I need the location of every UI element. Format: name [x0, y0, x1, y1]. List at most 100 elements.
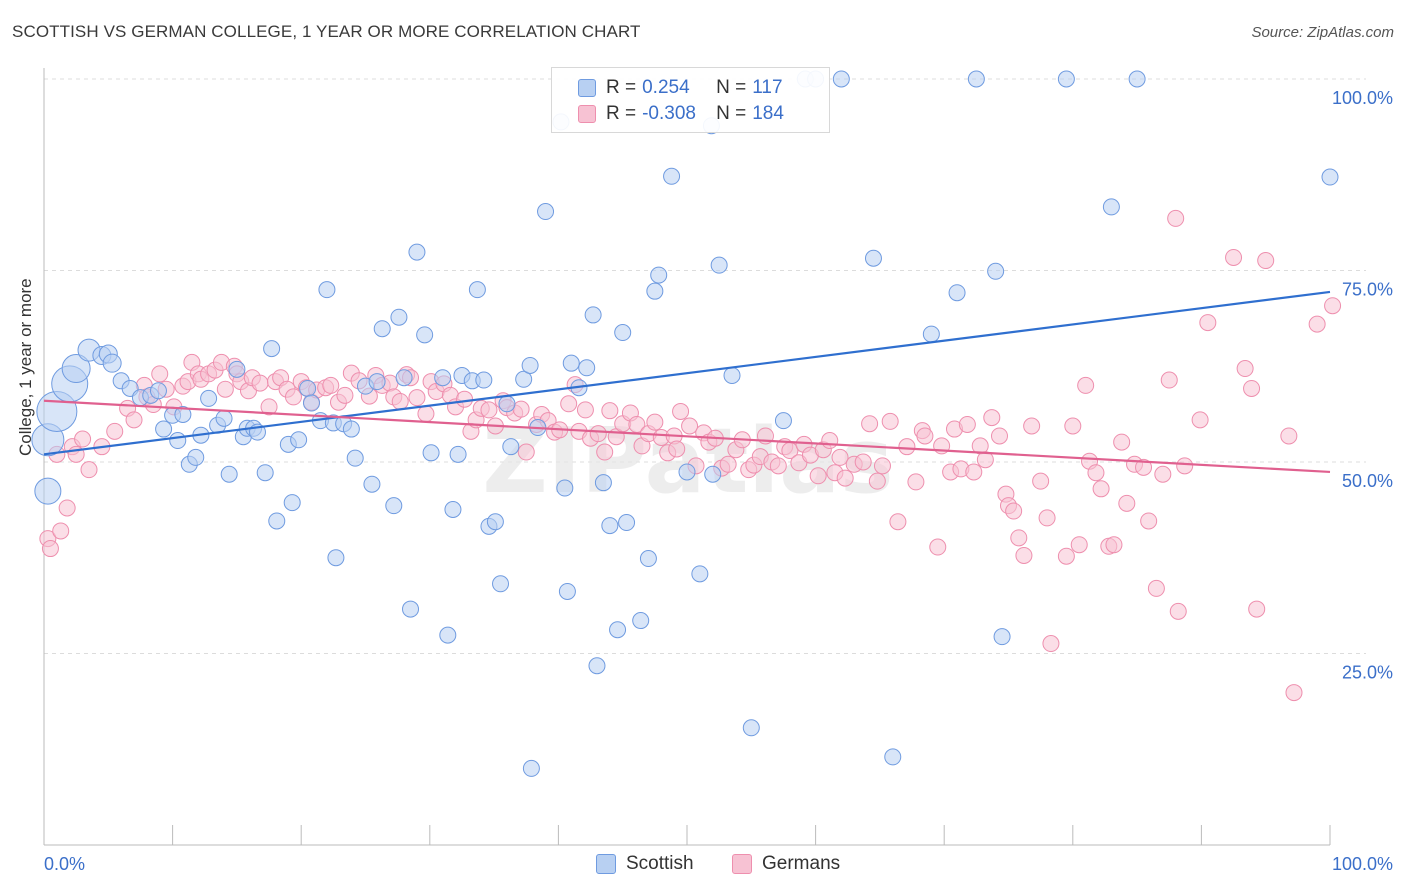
scottish-point-32: [268, 512, 286, 530]
germans-point-124: [831, 448, 849, 466]
y-tick-label-75: 75.0%: [1342, 280, 1393, 300]
germans-point-142: [958, 415, 976, 433]
x-tick-label-min: 0.0%: [44, 854, 85, 874]
germans-point-44: [322, 376, 340, 394]
germans-point-175: [1169, 602, 1187, 620]
germans-point-176: [1176, 457, 1194, 475]
scottish-point-59: [449, 445, 467, 463]
bottom-scottish-label: Scottish: [626, 853, 694, 874]
scottish-point-102: [832, 70, 850, 88]
y-axis-label: College, 1 year or more: [16, 278, 35, 456]
germans-point-185: [1285, 684, 1303, 702]
scottish-point-39: [318, 281, 336, 299]
scottish-swatch: [578, 79, 596, 97]
germans-trend-line: [43, 399, 1331, 474]
germans-point-151: [1010, 529, 1028, 547]
bottom-legend-germans: Germans: [732, 852, 840, 876]
scottish-point-91: [663, 167, 681, 185]
germans-swatch: [578, 105, 596, 123]
germans-point-145: [976, 451, 994, 469]
scottish-point-31: [263, 340, 281, 358]
bottom-scottish-swatch: [596, 854, 616, 874]
germans-point-87: [601, 402, 619, 420]
scottish-point-47: [368, 373, 386, 391]
germans-point-83: [576, 401, 594, 419]
germans-point-33: [251, 374, 269, 392]
germans-point-165: [1105, 536, 1123, 554]
germans-point-46: [336, 386, 354, 404]
germans-point-132: [889, 513, 907, 531]
germans-point-171: [1147, 579, 1165, 597]
scottish-point-84: [609, 621, 627, 639]
germans-point-12: [125, 411, 143, 429]
scottish-point-73: [537, 203, 555, 221]
germans-point-1: [41, 540, 59, 558]
germans-point-156: [1042, 635, 1060, 653]
germans-r-label: R =: [606, 103, 637, 124]
scottish-point-57: [439, 626, 457, 644]
scottish-point-83: [601, 517, 619, 535]
scottish-point-112: [1128, 70, 1146, 88]
x-tick-label-max: 100.0%: [1332, 854, 1393, 874]
germans-point-177: [1191, 411, 1209, 429]
germans-point-184: [1280, 427, 1298, 445]
scottish-point-80: [584, 306, 602, 324]
y-tick-label-50: 50.0%: [1342, 471, 1393, 491]
germans-point-38: [284, 388, 302, 406]
scottish-point-107: [967, 70, 985, 88]
germans-point-80: [560, 395, 578, 413]
germans-point-34: [260, 398, 278, 416]
scottish-point-95: [704, 465, 722, 483]
scottish-point-79: [578, 359, 596, 377]
germans-point-163: [1092, 480, 1110, 498]
scottish-point-50: [390, 308, 408, 326]
germans-point-27: [216, 380, 234, 398]
germans-point-182: [1248, 600, 1266, 618]
legend-row-germans: R = -0.308 N = 184: [578, 102, 826, 126]
germans-point-16: [151, 365, 169, 383]
germans-point-147: [990, 427, 1008, 445]
germans-point-85: [589, 425, 607, 443]
germans-point-100: [681, 417, 699, 435]
scottish-point-56: [434, 369, 452, 387]
scottish-n-value: 117: [752, 77, 783, 98]
germans-point-73: [512, 400, 530, 418]
source-label: Source: ZipAtlas.com: [1251, 24, 1394, 41]
scottish-point-92: [678, 463, 696, 481]
germans-point-8: [80, 461, 98, 479]
scottish-point-97: [723, 366, 741, 384]
germans-point-64: [456, 390, 474, 408]
germans-point-170: [1140, 512, 1158, 530]
germans-point-179: [1225, 248, 1243, 266]
scottish-point-105: [922, 325, 940, 343]
germans-point-129: [868, 472, 886, 490]
germans-point-10: [106, 422, 124, 440]
germans-point-174: [1167, 209, 1185, 227]
scottish-point-30: [256, 464, 274, 482]
germans-point-180: [1236, 360, 1254, 378]
germans-point-3: [52, 522, 70, 540]
scottish-point-54: [416, 326, 434, 344]
stats-legend: R = 0.254 N = 117 R = -0.308 N = 184: [551, 67, 830, 133]
scottish-point-53: [408, 243, 426, 261]
germans-point-131: [881, 412, 899, 430]
germans-point-99: [672, 402, 690, 420]
bottom-germans-swatch: [732, 854, 752, 874]
scottish-point-17: [174, 406, 192, 424]
scottish-point-110: [1057, 70, 1075, 88]
germans-point-127: [854, 453, 872, 471]
scottish-point-55: [422, 444, 440, 462]
germans-point-169: [1135, 458, 1153, 476]
axes: [43, 68, 1331, 846]
scottish-point-23: [215, 409, 233, 427]
germans-point-4: [58, 499, 76, 517]
x-tick-labels: 0.0% 100.0%: [44, 854, 1393, 874]
germans-point-57: [408, 389, 426, 407]
scottish-point-41: [327, 549, 345, 567]
scottish-point-37: [302, 394, 320, 412]
germans-point-7: [74, 430, 92, 448]
scottish-point-81: [588, 657, 606, 675]
germans-point-187: [1324, 297, 1342, 315]
germans-point-178: [1199, 314, 1217, 332]
chart-title: SCOTTISH VS GERMAN COLLEGE, 1 YEAR OR MO…: [12, 22, 641, 41]
